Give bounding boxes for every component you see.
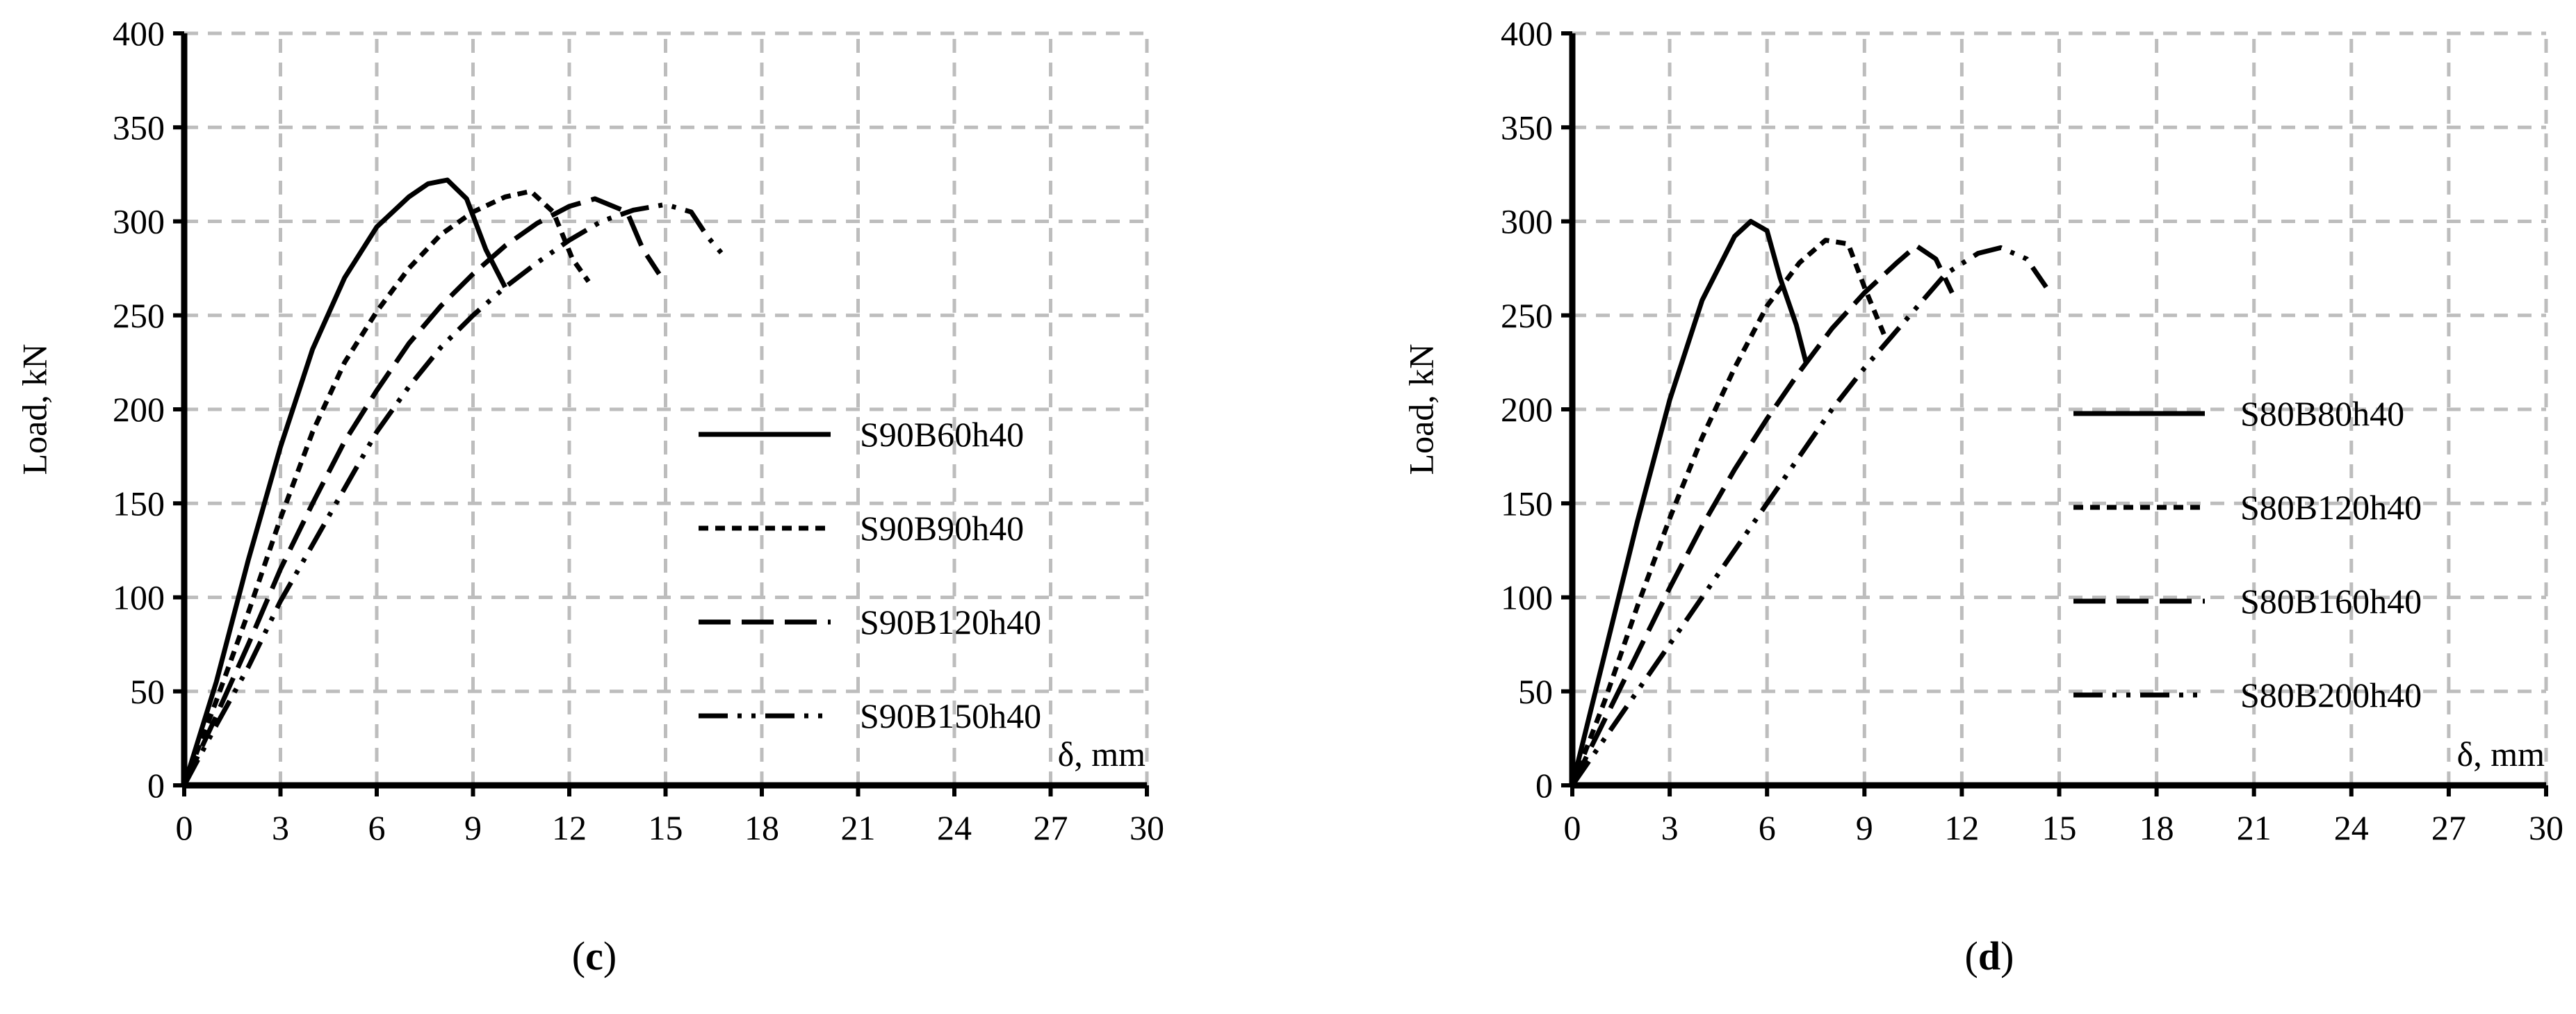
x-tick-label: 12 xyxy=(1944,808,1979,847)
panel-caption: (c) xyxy=(572,933,617,979)
legend-label: S80B80h40 xyxy=(2240,394,2404,433)
gridlines xyxy=(184,31,1149,785)
legend-label: S80B200h40 xyxy=(2240,676,2422,714)
series-line-S90B90h40 xyxy=(181,188,591,787)
gridlines xyxy=(1572,31,2548,785)
series-line-S90B60h40 xyxy=(181,177,507,787)
series-line-S80B200h40 xyxy=(1570,245,2048,787)
y-tick-label: 400 xyxy=(113,14,165,53)
panel-caption-letter: d xyxy=(1978,933,2000,979)
legend-label: S90B60h40 xyxy=(860,415,1024,454)
x-tick-label: 0 xyxy=(1564,808,1581,847)
x-axis-label: δ, mm xyxy=(2457,735,2545,774)
y-tick-label: 0 xyxy=(1535,766,1553,805)
x-axis-label: δ, mm xyxy=(1058,735,1146,774)
x-tick-label: 6 xyxy=(368,808,386,847)
y-tick-label: 250 xyxy=(1501,296,1553,335)
y-axis-label: Load, kN xyxy=(1401,344,1440,475)
x-tick-label: 0 xyxy=(176,808,193,847)
legend: S80B80h40 S80B120h40 S80B160h40 S80B200h40 xyxy=(2073,394,2422,714)
legend-label: S90B150h40 xyxy=(860,696,1041,735)
x-tick-label: 18 xyxy=(2139,808,2174,847)
y-tick-label: 300 xyxy=(1501,202,1553,241)
x-tick-label: 30 xyxy=(2529,808,2563,847)
x-tick-label: 21 xyxy=(841,808,876,847)
chart-panel-d: 0 50 100 150 200 250 300 350 400 0 3 6 9 12 15 18 21 24 27… xyxy=(1401,14,2563,979)
series-line-S80B160h40 xyxy=(1570,243,1955,787)
series-line-S80B120h40 xyxy=(1570,238,1886,787)
chart-panel-c: 0 50 100 150 200 250 300 350 400 0 3 6 9 12 15 18 21 24 27… xyxy=(15,14,1164,979)
series-line-S90B150h40 xyxy=(181,202,726,787)
y-tick-label: 150 xyxy=(1501,484,1553,523)
x-tick-label: 30 xyxy=(1130,808,1164,847)
y-tick-label: 200 xyxy=(113,390,165,429)
x-tick-label: 9 xyxy=(464,808,482,847)
y-tick-label: 350 xyxy=(113,108,165,147)
y-tick-label: 0 xyxy=(147,766,165,805)
x-tick-label: 6 xyxy=(1759,808,1776,847)
x-tick-label: 12 xyxy=(552,808,587,847)
x-tick-label: 24 xyxy=(2334,808,2369,847)
legend-label: S90B90h40 xyxy=(860,509,1024,548)
x-tick-label: 15 xyxy=(2042,808,2077,847)
series-line-S80B80h40 xyxy=(1570,219,1809,786)
panel-caption-letter: c xyxy=(585,933,603,979)
y-tick-label: 100 xyxy=(1501,578,1553,617)
y-tick-label: 300 xyxy=(113,202,165,241)
x-tick-label: 21 xyxy=(2237,808,2272,847)
y-tick-label: 350 xyxy=(1501,108,1553,147)
legend-label: S80B120h40 xyxy=(2240,488,2422,527)
x-tick-label: 9 xyxy=(1856,808,1873,847)
x-tick-label: 3 xyxy=(1661,808,1679,847)
y-tick-label: 50 xyxy=(130,672,165,711)
y-tick-label: 200 xyxy=(1501,390,1553,429)
panel-caption: (d) xyxy=(1965,933,2014,979)
y-tick-label: 400 xyxy=(1501,14,1553,53)
x-tick-label: 27 xyxy=(1034,808,1068,847)
y-tick-label: 50 xyxy=(1518,672,1553,711)
legend: S90B60h40 S90B90h40 S90B120h40 S90B150h40 xyxy=(699,415,1041,735)
x-tick-label: 24 xyxy=(937,808,972,847)
y-tick-label: 150 xyxy=(113,484,165,523)
series-line-S90B120h40 xyxy=(181,196,662,787)
y-axis-label: Load, kN xyxy=(15,344,54,475)
legend-label: S80B160h40 xyxy=(2240,582,2422,621)
x-tick-label: 3 xyxy=(272,808,289,847)
legend-label: S90B120h40 xyxy=(860,603,1041,641)
y-tick-label: 100 xyxy=(113,578,165,617)
x-tick-label: 18 xyxy=(744,808,779,847)
y-tick-label: 250 xyxy=(113,296,165,335)
x-tick-label: 15 xyxy=(649,808,683,847)
x-tick-label: 27 xyxy=(2431,808,2466,847)
